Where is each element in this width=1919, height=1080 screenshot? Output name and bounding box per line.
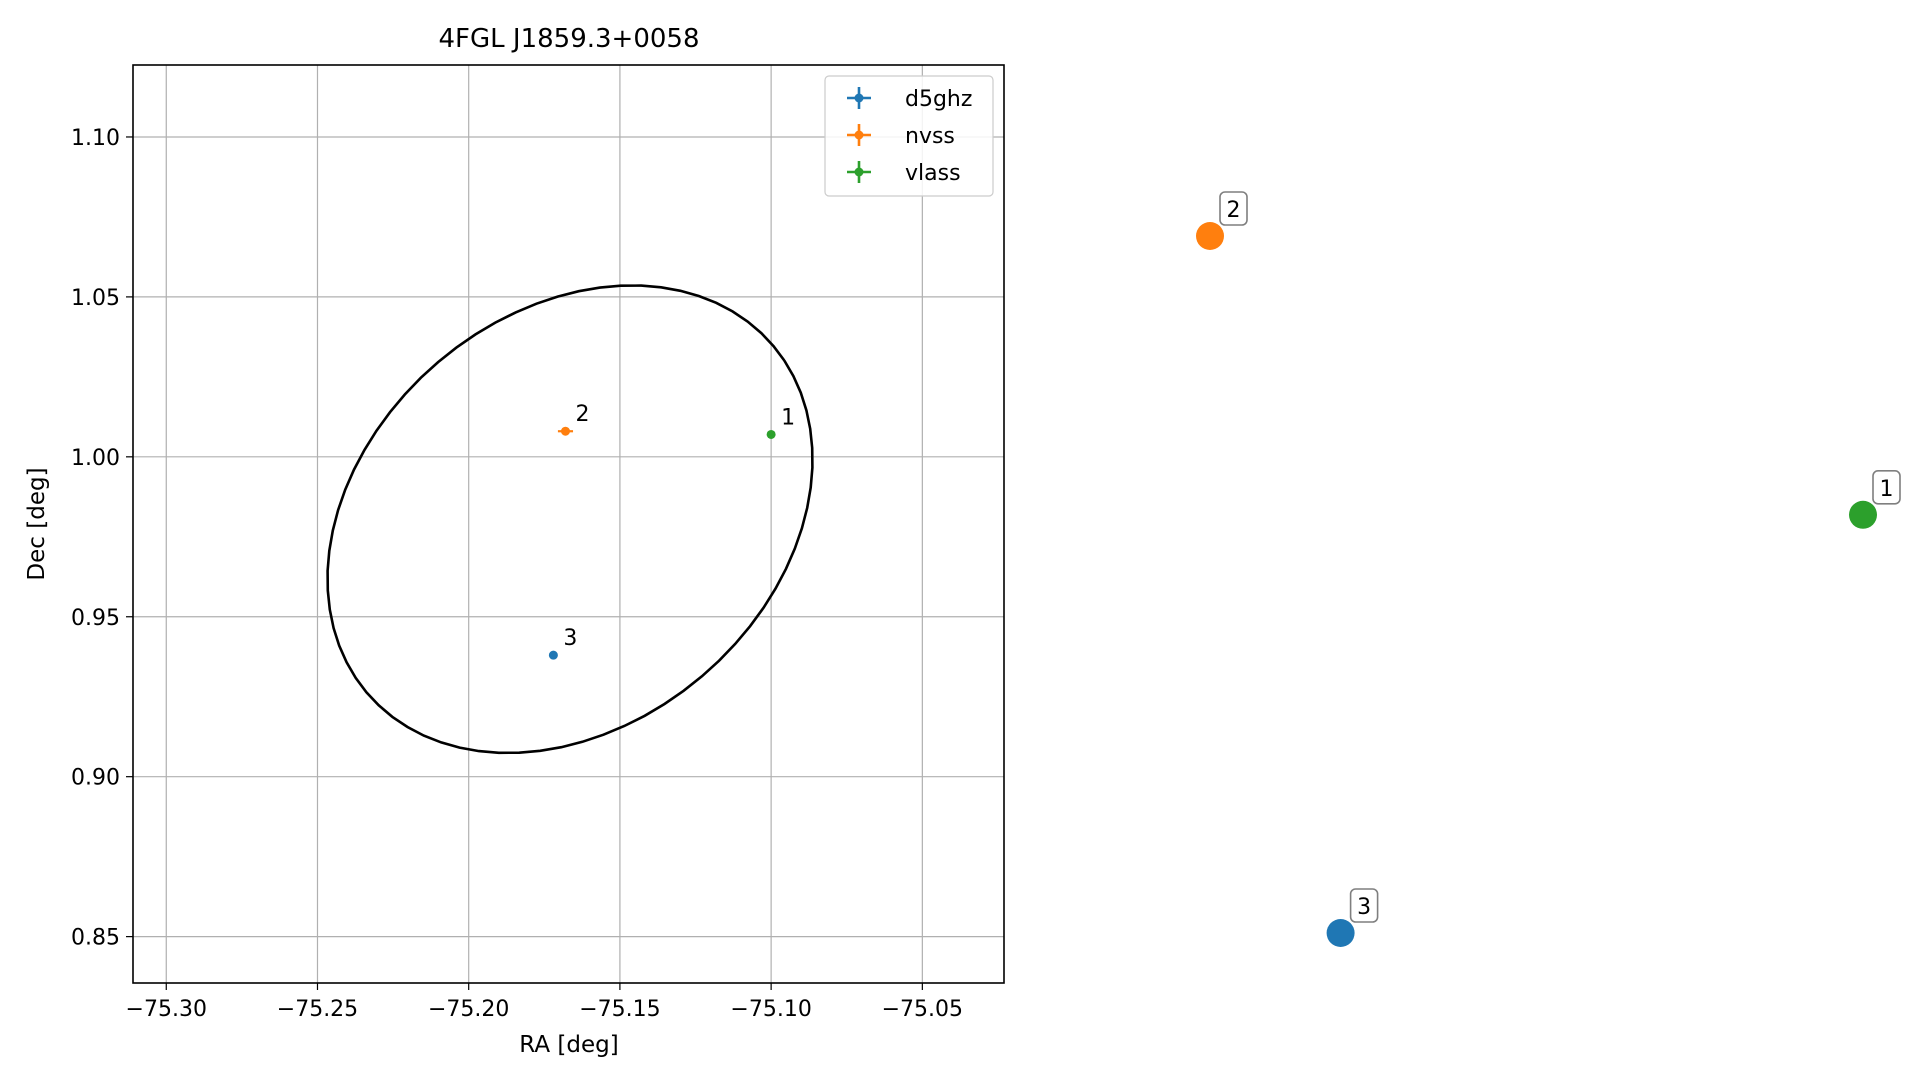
error-ellipse-path bbox=[326, 284, 814, 755]
y-tick-label: 0.85 bbox=[71, 926, 120, 951]
x-tick-label: −75.15 bbox=[579, 997, 660, 1022]
y-tick-label: 1.00 bbox=[71, 446, 120, 471]
plot-frame bbox=[132, 64, 1005, 984]
y-axis-label: Dec [deg] bbox=[24, 467, 50, 580]
data-point-label: 2 bbox=[575, 402, 589, 427]
inset-label-box bbox=[1349, 888, 1379, 923]
inset-marker bbox=[1196, 222, 1224, 250]
y-tick-label: 1.10 bbox=[71, 126, 120, 151]
legend-marker-dot bbox=[854, 167, 864, 177]
inset-label: 3 bbox=[1357, 895, 1371, 920]
inset-label-box bbox=[1872, 469, 1901, 505]
y-tick-label: 0.90 bbox=[71, 766, 120, 791]
x-tick-label: −75.10 bbox=[730, 997, 811, 1022]
x-axis: −75.30 −75.25 −75.20 −75.15 −75.10 −75.05 bbox=[126, 983, 963, 1022]
inset-marker-panel: 1 2 3 bbox=[1196, 191, 1901, 947]
inset-label: 2 bbox=[1227, 198, 1241, 223]
legend-marker-dot bbox=[854, 93, 864, 103]
data-point-label: 3 bbox=[563, 626, 577, 651]
data-point-d5ghz bbox=[548, 650, 558, 660]
error-ellipse bbox=[326, 284, 814, 755]
legend-box bbox=[824, 75, 994, 197]
data-points: 3 2 1 bbox=[548, 402, 795, 660]
x-tick-label: −75.30 bbox=[126, 997, 207, 1022]
chart-title: 4FGL J1859.3+0058 bbox=[439, 24, 700, 54]
x-tick-label: −75.25 bbox=[277, 997, 358, 1022]
legend-label-d5ghz: d5ghz bbox=[905, 87, 972, 112]
y-tick-label: 0.95 bbox=[71, 606, 120, 631]
x-axis-label: RA [deg] bbox=[519, 1032, 618, 1058]
data-point-vlass bbox=[766, 429, 776, 439]
legend-marker-dot bbox=[854, 130, 864, 140]
inset-label: 1 bbox=[1880, 477, 1894, 502]
y-tick-label: 1.05 bbox=[71, 286, 120, 311]
inset-label-box bbox=[1219, 191, 1248, 226]
y-axis: 0.85 0.90 0.95 1.00 1.05 1.10 bbox=[71, 126, 133, 951]
x-tick-label: −75.20 bbox=[428, 997, 509, 1022]
grid bbox=[133, 65, 1004, 983]
inset-marker bbox=[1326, 919, 1355, 947]
legend-label-nvss: nvss bbox=[905, 124, 955, 149]
data-point-nvss bbox=[560, 426, 570, 436]
x-tick-label: −75.05 bbox=[882, 997, 963, 1022]
inset-marker bbox=[1849, 500, 1877, 529]
data-point-label: 1 bbox=[781, 405, 795, 430]
legend: d5ghz nvss vlass bbox=[824, 75, 994, 197]
legend-label-vlass: vlass bbox=[905, 161, 961, 186]
